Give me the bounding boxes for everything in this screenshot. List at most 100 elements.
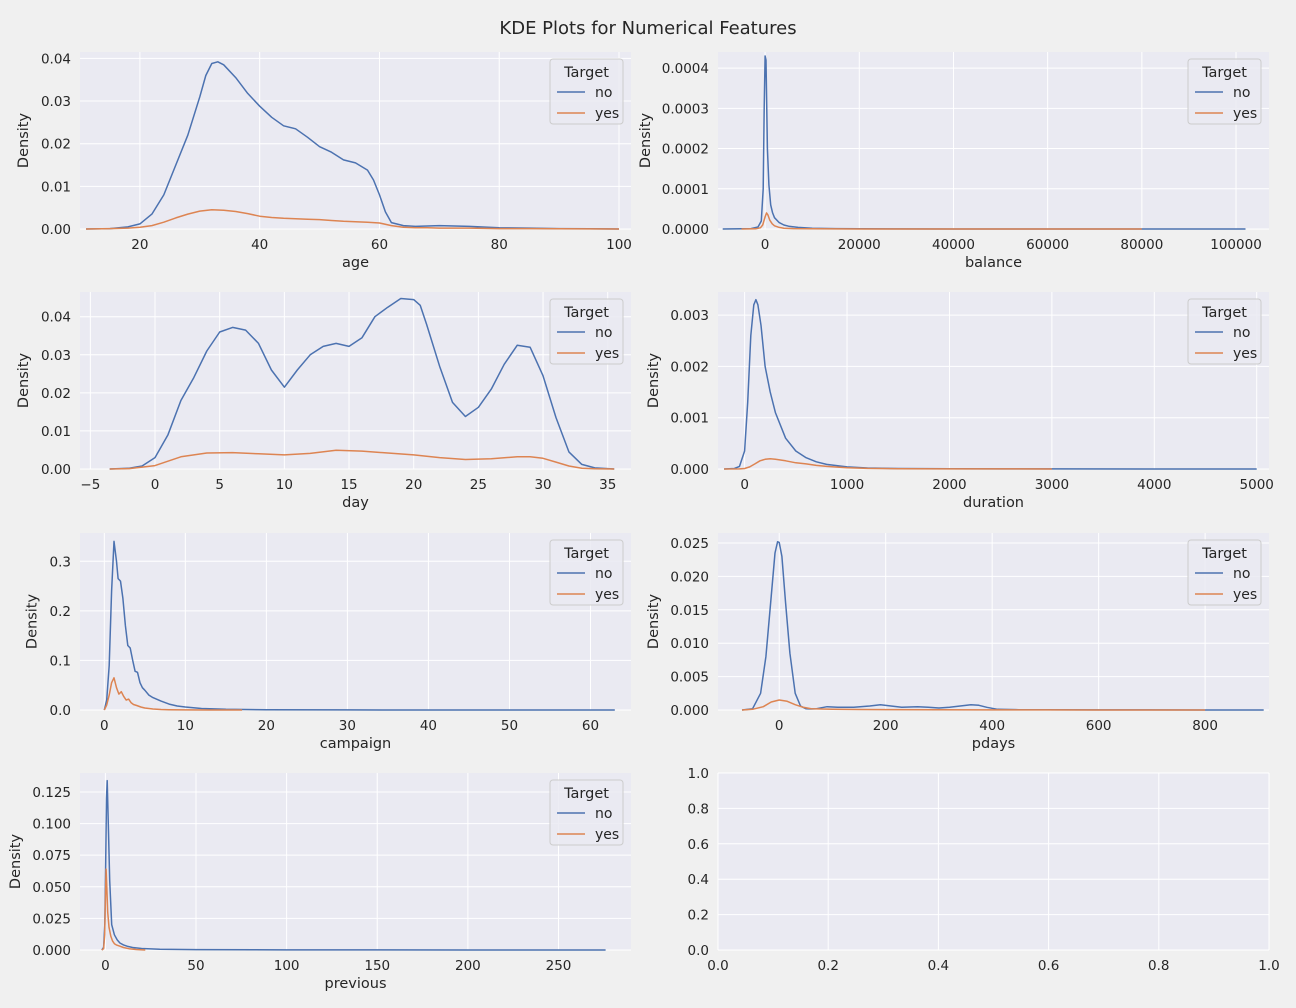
x-tick-label: 60 — [371, 237, 388, 253]
kde-line-yes — [85, 209, 620, 230]
legend-box — [549, 539, 624, 606]
y-tick-label: 0.0002 — [662, 142, 709, 158]
x-tick-label: 0 — [151, 477, 160, 493]
y-tick-label: 0.000 — [32, 943, 71, 959]
y-tick-label: 0.04 — [41, 310, 71, 326]
x-axis-label: day — [342, 495, 369, 511]
y-tick-label: 0.010 — [670, 636, 709, 652]
legend-label-yes: yes — [1233, 106, 1257, 122]
x-tick-label: 0 — [740, 477, 749, 493]
y-tick-label: 0.015 — [670, 603, 709, 619]
legend-title: Target — [563, 546, 609, 562]
y-tick-label: 0.8 — [688, 801, 709, 817]
y-tick-label: 0.01 — [41, 179, 71, 195]
x-axis-label: balance — [965, 255, 1022, 271]
kde-panel-duration: 0 1000 2000 3000 4000 5000 0.000 0.001 0.002 0.00… — [646, 292, 1274, 511]
x-tick-label: 80000 — [1120, 237, 1163, 253]
legend-label-no: no — [595, 806, 612, 822]
y-tick-label: 0.01 — [41, 424, 71, 440]
kde-line-no — [741, 540, 1264, 711]
y-tick-label: 0.00 — [41, 222, 71, 238]
legend-title: Target — [563, 65, 609, 81]
kde-panel-previous: 0 50 100 150 200 250 0.000 0.025 0.050 0.075 0.100… — [8, 773, 631, 992]
x-tick-label: 1000 — [830, 477, 864, 493]
y-axis-label: Density — [16, 353, 32, 409]
y-tick-label: 0.001 — [670, 411, 709, 427]
y-tick-label: 0.1 — [50, 653, 71, 669]
legend-label-no: no — [1233, 325, 1250, 341]
x-tick-label: 0 — [100, 718, 109, 734]
legend-title: Target — [1201, 305, 1247, 321]
legend-label-yes: yes — [1233, 346, 1257, 362]
y-tick-label: 0.0 — [688, 943, 709, 959]
kde-panel-pdays: 0 200 400 600 800 0.000 0.005 0.010 0.015 0.020 0.… — [646, 533, 1269, 752]
y-tick-label: 0.002 — [670, 359, 709, 375]
y-tick-label: 0.020 — [670, 569, 709, 585]
y-axis-label: Density — [16, 113, 32, 169]
legend-title: Target — [1201, 546, 1247, 562]
x-tick-label: 2000 — [932, 477, 966, 493]
y-tick-label: 0.0001 — [662, 182, 709, 198]
plot-area — [718, 773, 1269, 950]
y-tick-label: 0.2 — [50, 604, 71, 620]
y-tick-label: 0.6 — [688, 837, 709, 853]
kde-line-yes — [101, 868, 146, 951]
x-tick-label: 30 — [534, 477, 551, 493]
x-axis-label: duration — [963, 495, 1024, 511]
y-tick-label: 0.125 — [32, 785, 71, 801]
x-tick-label: 100 — [274, 958, 300, 974]
legend-title: Target — [563, 786, 609, 802]
x-tick-label: 80 — [491, 237, 508, 253]
x-tick-label: 4000 — [1137, 477, 1171, 493]
legend-box — [1187, 58, 1262, 125]
y-tick-label: 0.0003 — [662, 101, 709, 117]
y-tick-label: 0.0004 — [662, 61, 709, 77]
x-tick-label: 35 — [599, 477, 616, 493]
y-tick-label: 0.00 — [41, 462, 71, 478]
x-tick-label: 200 — [455, 958, 481, 974]
kde-panel-age: 20 40 60 80 100 0.00 0.01 0.02 0.03 0.04 age Densit… — [16, 51, 632, 271]
kde-line-yes — [724, 457, 1052, 470]
y-tick-label: 0.02 — [41, 137, 71, 153]
x-tick-label: 0 — [775, 718, 784, 734]
x-axis-label: campaign — [320, 736, 392, 752]
kde-line-yes — [109, 449, 615, 470]
x-tick-label: 20 — [405, 477, 422, 493]
legend-box — [549, 298, 624, 365]
x-tick-label: 3000 — [1035, 477, 1069, 493]
x-tick-label: 150 — [364, 958, 390, 974]
plot-area — [80, 773, 631, 950]
legend-label-yes: yes — [1233, 587, 1257, 603]
kde-panel-balance: 0 20000 40000 60000 80000 100000 0.0000 0.0001 0… — [638, 52, 1269, 271]
x-axis-label: age — [342, 255, 369, 271]
plot-area — [718, 292, 1269, 469]
x-tick-label: 50 — [187, 958, 204, 974]
y-axis-label: Density — [8, 834, 24, 890]
legend-title: Target — [563, 305, 609, 321]
y-tick-label: 0.4 — [688, 872, 709, 888]
x-tick-label: −5 — [80, 477, 100, 493]
plot-area — [718, 52, 1269, 229]
y-tick-label: 0.003 — [670, 308, 709, 324]
kde-panel-empty: 0.0 0.2 0.4 0.6 0.8 1.0 0.0 0.2 0.4 0.6 0.8 1.0 — [688, 766, 1280, 974]
figure-title: KDE Plots for Numerical Features — [499, 18, 796, 39]
x-tick-label: 60000 — [1026, 237, 1069, 253]
x-tick-label: 40000 — [932, 237, 975, 253]
x-tick-label: 20 — [131, 237, 148, 253]
kde-panel-campaign: 0 10 20 30 40 50 60 0.0 0.1 0.2 0.3 campaign Density… — [24, 533, 631, 752]
legend-label-no: no — [595, 85, 612, 101]
x-tick-label: 5000 — [1240, 477, 1274, 493]
kde-line-yes — [103, 677, 243, 711]
x-tick-label: 0 — [101, 958, 110, 974]
x-tick-label: 30 — [339, 718, 356, 734]
plot-area — [80, 533, 631, 710]
y-axis-label: Density — [646, 594, 662, 650]
x-tick-label: 0.0 — [707, 958, 728, 974]
x-axis-label: pdays — [972, 736, 1015, 752]
x-tick-label: 5 — [215, 477, 224, 493]
y-tick-label: 0.0000 — [662, 222, 709, 238]
y-tick-label: 0.000 — [670, 462, 709, 478]
x-tick-label: 40 — [420, 718, 437, 734]
x-tick-label: 0.6 — [1038, 958, 1059, 974]
